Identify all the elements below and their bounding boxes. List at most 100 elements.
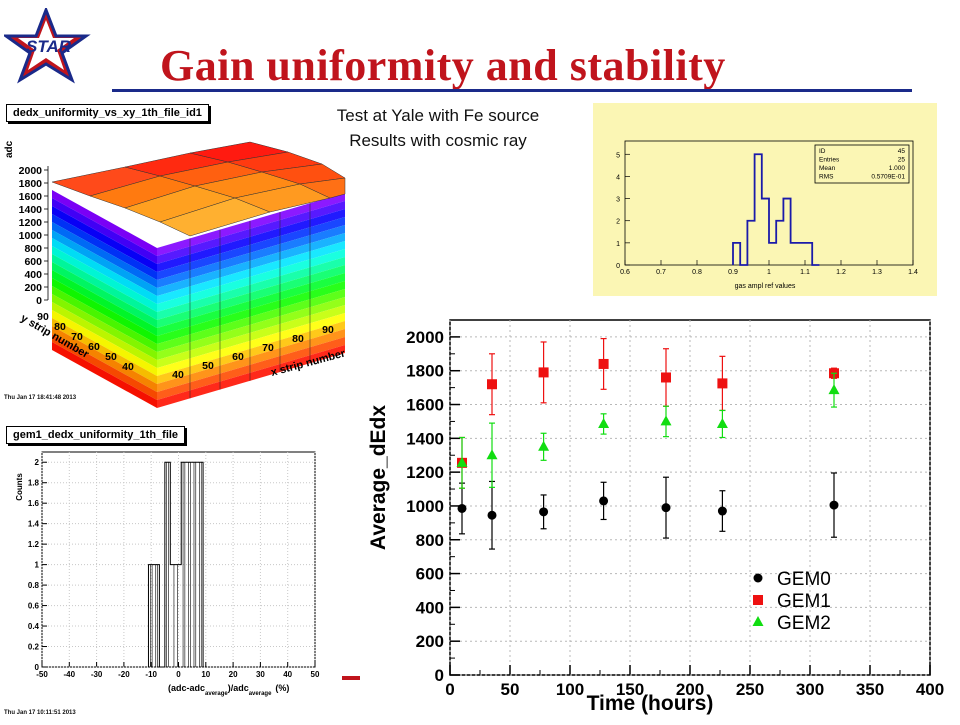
stats-box: ID 45 Entries 25 Mean 1.000 RMS 0.5709E-01: [814, 144, 910, 184]
data-point: [717, 378, 728, 389]
lego-top-face: [51, 141, 346, 237]
lego-front-band: [157, 289, 345, 352]
y-tick-label: 0: [435, 666, 444, 685]
y-tick-label: 1400: [406, 429, 444, 448]
lego-front-band: [157, 257, 345, 320]
y-tick-label: 1000: [406, 497, 444, 516]
lego-top-cell: [299, 177, 346, 199]
lego-front-band: [157, 321, 345, 384]
y-tick-label: 1200: [406, 463, 444, 482]
data-point: [661, 372, 671, 383]
x-axis-label-part: (adc-adc: [168, 683, 205, 693]
stats-label: Entries: [819, 157, 840, 164]
caption: Test at Yale with Fe source Results with…: [290, 103, 586, 153]
x-tick-label: 1.1: [800, 269, 810, 276]
x-tick-label: 0: [176, 670, 181, 679]
data-point: [753, 573, 763, 583]
x-tick-label: 300: [796, 680, 824, 699]
data-point: [538, 440, 550, 451]
lego-left-band: [52, 238, 157, 304]
y-tick-label: 1.8: [28, 479, 40, 488]
data-point: [538, 367, 549, 378]
title-underline: [112, 89, 912, 92]
y-tick-label: 600: [416, 565, 444, 584]
y-tick-label: 1800: [406, 362, 444, 381]
x-tick-label: 70: [262, 342, 274, 354]
lego-front-band: [157, 337, 345, 400]
x-tick-label: 50: [202, 360, 214, 372]
x-tick-label: 200: [676, 680, 704, 699]
main-chart-panel: 0 50 100 150 200 250 300 350 400 0 200 400 600 800 100…: [365, 305, 960, 720]
data-point: [828, 384, 840, 395]
x-tick-label: 400: [916, 680, 944, 699]
counts-histogram: -50 -40 -30 -20 -10 0 10 20 30 40 50 0 0.2 0.4 0.6 0.8 1…: [15, 451, 320, 697]
z-tick-label: 2000: [19, 165, 43, 177]
red-dash: [342, 676, 360, 680]
lego-front-face: [157, 193, 345, 408]
x-tick-label: 50: [501, 680, 520, 699]
lego-left-band: [52, 206, 157, 272]
lego-panel-title: dedx_uniformity_vs_xy_1th_file_id1: [6, 104, 209, 122]
x-axis-label-unit: (%): [275, 683, 289, 693]
lego-left-band: [52, 222, 157, 288]
lego-left-band: [52, 262, 157, 328]
x-tick-label: 20: [229, 670, 238, 679]
lego-left-band: [52, 278, 157, 344]
z-tick-label: 0: [36, 295, 42, 307]
lego-left-band: [52, 318, 157, 384]
x-axis-label-sub: average: [205, 691, 228, 697]
series-gem2: [456, 372, 840, 489]
stats-frame: [814, 144, 910, 184]
lego-front-band: [157, 305, 345, 368]
hist-timestamp: Thu Jan 17 10:11:51 2013: [4, 710, 76, 716]
x-tick-label: 40: [172, 369, 184, 381]
x-tick-label: 150: [616, 680, 644, 699]
y-tick-label: 1600: [406, 396, 444, 415]
x-tick-label: 1.4: [908, 269, 918, 276]
lego-front-band: [157, 281, 345, 344]
y-tick-label: 5: [616, 152, 620, 159]
x-tick-label: -20: [118, 670, 130, 679]
z-tick-label: 1800: [19, 178, 43, 190]
lego-left-band: [52, 214, 157, 280]
fe-panel: 0.6 0.7 0.8 0.9 1 1.1 1.2 1.3 1.4 0 1 2 3 4 5 gas ampl …: [593, 103, 937, 296]
x-tick-label: -30: [91, 670, 103, 679]
data-point: [539, 507, 549, 517]
x-tick-label: 90: [322, 324, 334, 336]
data-point: [456, 456, 468, 467]
z-tick-label: 1000: [19, 230, 43, 242]
x-tick-label: 250: [736, 680, 764, 699]
hist-outline: [147, 461, 204, 668]
average-dedx-chart: 0 50 100 150 200 250 300 350 400 0 200 400 600 800 100…: [367, 319, 944, 715]
data-point: [486, 449, 498, 460]
z-axis-label: adc: [4, 140, 15, 158]
x-axis-label: Time (hours): [587, 692, 714, 715]
lego-front-band: [157, 193, 345, 256]
data-point: [487, 510, 497, 520]
stats-label: Mean: [819, 165, 836, 172]
y-tick-label: 60: [88, 341, 100, 353]
lego-front-band: [157, 217, 345, 280]
x-tick-label: 1.3: [872, 269, 882, 276]
series-gem0: [457, 472, 839, 550]
lego-left-band: [52, 302, 157, 368]
y-tick-label: 0.6: [28, 602, 40, 611]
x-tick-label: 30: [256, 670, 265, 679]
y-tick-label: 50: [105, 351, 117, 363]
y-tick-label: 400: [416, 598, 444, 617]
x-tick-label: 350: [856, 680, 884, 699]
data-point: [753, 595, 763, 605]
y-tick-label: 0: [616, 263, 620, 270]
legend-label: GEM0: [777, 569, 831, 590]
z-tick-label: 400: [24, 269, 42, 281]
data-point: [829, 500, 839, 510]
y-axis-label: Average_dEdx: [367, 405, 390, 550]
lego-front-band: [157, 297, 345, 360]
x-tick-label: 80: [292, 333, 304, 345]
lego-front-band: [157, 313, 345, 376]
data-point: [598, 417, 610, 428]
y-tick-label: 90: [37, 311, 49, 323]
x-axis-label-sub: average: [249, 691, 272, 697]
lego-front-band: [157, 241, 345, 304]
